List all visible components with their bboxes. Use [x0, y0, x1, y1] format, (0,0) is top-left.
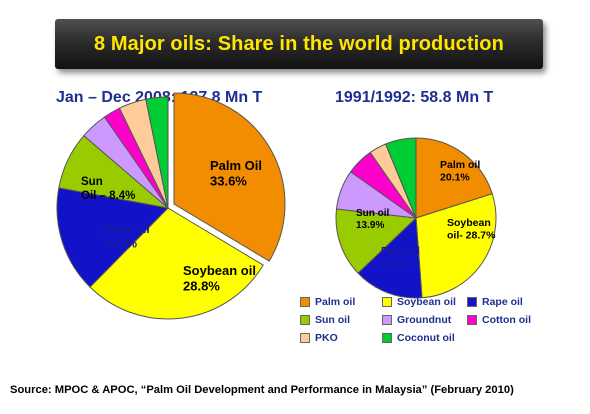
source-note: Source: MPOC & APOC, “Palm Oil Developme… — [10, 384, 514, 396]
pie-0-data-label-3: Sun Oil – 8.4% — [81, 176, 135, 202]
legend-swatch — [300, 333, 310, 343]
pie-0-data-label-1: Soybean oil 28.8% — [183, 263, 256, 294]
pie-1-data-label-1-line-0: Soybean — [447, 217, 491, 229]
pie-0-data-label-1-line-1: 28.8% — [183, 279, 220, 294]
pie-1-data-label-1: Soybean oil- 28.7% — [447, 217, 496, 242]
pie-1-slice-soybean-oil — [415, 193, 497, 299]
pie-1-data-label-3: Sun oil 13.9% — [356, 208, 390, 231]
pie-1-slice-coconut-oil — [384, 137, 417, 219]
legend-item: Sun oil — [300, 314, 382, 326]
pie-0-data-label-0: Palm Oil 33.6% — [210, 158, 262, 189]
pie-0-slice-rape-oil — [56, 187, 170, 288]
pie-1991-title: 1991/1992: 58.8 Mn T — [335, 89, 494, 106]
legend-item: Cotton oil — [467, 314, 531, 326]
legend-item: Rape oil — [467, 296, 531, 308]
pie-1-data-label-2-line-1: 14.1% — [381, 258, 409, 269]
pie-0-data-label-2-line-0: Rape oil — [103, 222, 150, 236]
legend-label: Palm oil — [315, 296, 356, 308]
legend-item: PKO — [300, 332, 382, 344]
pie-0-data-label-0-line-1: 33.6% — [210, 174, 247, 189]
chart-title: 8 Major oils: Share in the world product… — [94, 32, 504, 55]
legend-item: Soybean oil — [382, 296, 467, 308]
pie-0-data-label-3-line-1: Oil – 8.4% — [81, 190, 135, 202]
legend-swatch — [467, 315, 477, 325]
legend-label: Cotton oil — [482, 314, 531, 326]
pie-0-data-label-0-line-0: Palm Oil — [210, 158, 262, 173]
pie-1-slice-sun-oil — [335, 208, 418, 274]
pie-0-data-label-2: Rape oil 15.5% — [103, 222, 150, 250]
legend: Palm oil Soybean oil Rape oil Sun oil Ground… — [300, 296, 531, 344]
pie-0-data-label-3-line-0: Sun — [81, 176, 103, 188]
pie-1-data-label-0-line-1: 20.1% — [440, 172, 470, 184]
legend-label: Rape oil — [482, 296, 523, 308]
legend-item: Palm oil — [300, 296, 382, 308]
pie-1-data-label-2-line-0: Rape oil — [381, 246, 420, 257]
legend-swatch — [382, 315, 392, 325]
pie-1-data-label-2: Rape oil 14.1% — [381, 246, 420, 269]
pie-0-slice-soybean-oil — [89, 207, 264, 320]
pie-1-data-label-1-line-1: oil- 28.7% — [447, 230, 496, 242]
legend-swatch — [300, 297, 310, 307]
pie-1-slice-palm-oil — [415, 137, 493, 219]
legend-label: Coconut oil — [397, 332, 455, 344]
pie-0-data-label-1-line-0: Soybean oil — [183, 263, 256, 278]
pie-charts: Palm Oil 33.6%Soybean oil 28.8%Rape oil 15.… — [56, 92, 497, 320]
legend-label: PKO — [315, 332, 338, 344]
legend-label: Soybean oil — [397, 296, 456, 308]
legend-label: Sun oil — [315, 314, 350, 326]
pie-0-slice-palm-oil — [173, 92, 286, 262]
pie-1-data-label-3-line-1: 13.9% — [356, 220, 384, 231]
pie-0-slice-coconut-oil — [145, 96, 169, 209]
legend-item: Groundnut — [382, 314, 467, 326]
pie-1-data-label-0-line-0: Palm oil — [440, 159, 480, 171]
pie-1-data-label-0: Palm oil 20.1% — [440, 159, 480, 184]
legend-label: Groundnut — [397, 314, 452, 326]
pie-1-slice-rape-oil — [357, 216, 423, 299]
legend-swatch — [300, 315, 310, 325]
pie-1-data-label-3-line-0: Sun oil — [356, 208, 390, 219]
legend-swatch — [382, 333, 392, 343]
legend-swatch — [382, 297, 392, 307]
title-banner: 8 Major oils: Share in the world product… — [55, 19, 543, 69]
legend-swatch — [467, 297, 477, 307]
pie-0-data-label-2-line-1: 15.5% — [103, 236, 137, 250]
legend-item: Coconut oil — [382, 332, 467, 344]
